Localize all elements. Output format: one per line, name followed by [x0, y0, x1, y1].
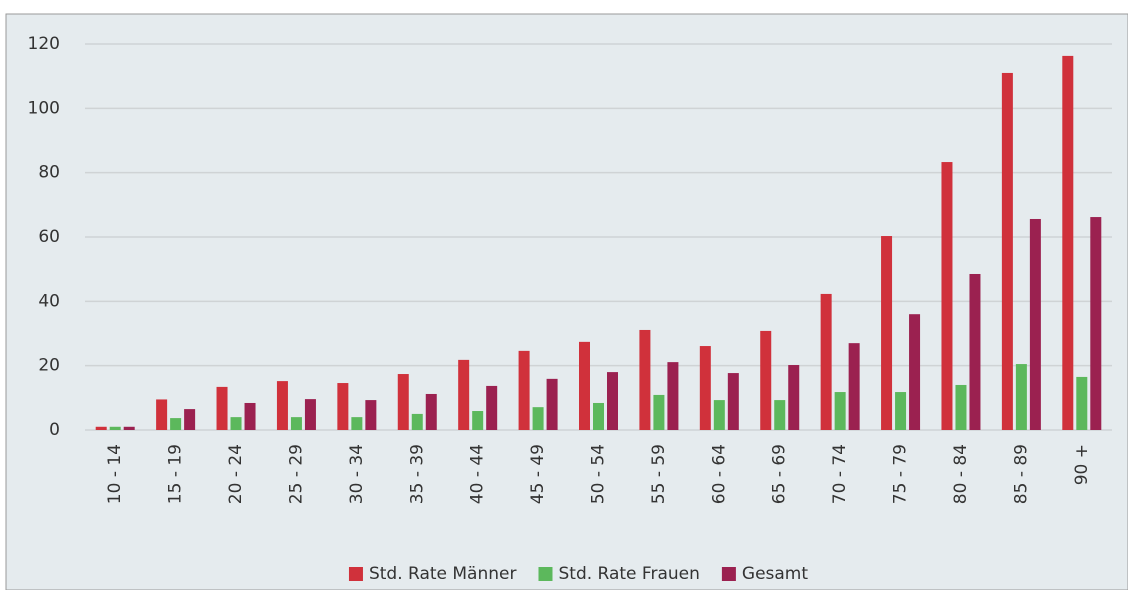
bar — [230, 417, 242, 430]
bar — [425, 393, 437, 430]
bar — [653, 394, 665, 430]
bar — [941, 162, 953, 430]
x-tick-label: 75 - 79 — [891, 444, 911, 504]
bar — [1015, 364, 1027, 430]
legend-label: Std. Rate Männer — [369, 564, 517, 584]
x-tick-label: 10 - 14 — [105, 444, 125, 504]
bar — [1090, 217, 1102, 430]
bar — [109, 426, 121, 430]
bar — [411, 413, 423, 430]
y-tick-label: 20 — [38, 356, 60, 376]
bar — [123, 426, 135, 430]
x-tick-label: 40 - 44 — [468, 444, 488, 504]
bar — [699, 346, 711, 430]
x-tick-label: 45 - 49 — [528, 444, 548, 504]
bar — [895, 392, 907, 430]
bar — [667, 362, 679, 430]
x-tick-label: 25 - 29 — [286, 444, 306, 504]
x-tick-label: 80 - 84 — [951, 444, 971, 504]
bar — [397, 374, 409, 430]
bar — [276, 381, 288, 430]
bar — [458, 359, 470, 430]
bar — [290, 417, 302, 430]
bar — [955, 384, 967, 430]
bar — [486, 385, 498, 430]
y-tick-label: 0 — [49, 420, 60, 440]
bar — [304, 399, 316, 430]
bar — [365, 400, 377, 430]
bar — [244, 402, 256, 430]
x-tick-label: 90 + — [1072, 444, 1092, 485]
x-tick-label: 70 - 74 — [830, 444, 850, 504]
bar — [546, 378, 558, 430]
bar — [579, 341, 590, 430]
x-tick-label: 60 - 64 — [709, 444, 729, 504]
bar — [1001, 72, 1013, 430]
legend-label: Gesamt — [742, 564, 808, 584]
bar — [472, 411, 484, 430]
bar — [848, 343, 860, 430]
y-tick-label: 80 — [38, 163, 60, 183]
bar — [184, 409, 196, 430]
bar — [1062, 55, 1074, 430]
bar — [881, 236, 893, 430]
x-tick-label: 20 - 24 — [226, 444, 246, 504]
legend-swatch — [721, 567, 736, 581]
bar — [156, 399, 168, 430]
bar — [593, 402, 604, 430]
y-tick-label: 60 — [38, 227, 60, 247]
legend-swatch — [538, 567, 553, 581]
x-tick-label: 85 - 89 — [1011, 444, 1031, 504]
legend-label: Std. Rate Frauen — [558, 564, 699, 584]
bar — [1076, 376, 1088, 430]
bar — [351, 417, 363, 430]
bar — [727, 373, 739, 430]
x-tick-label: 65 - 69 — [770, 444, 790, 504]
legend-swatch — [348, 567, 363, 581]
bar — [639, 329, 651, 430]
bar — [713, 400, 725, 430]
y-tick-label: 120 — [28, 34, 60, 54]
bar — [774, 400, 786, 430]
bar — [532, 407, 544, 430]
bar — [337, 383, 349, 430]
x-tick-label: 30 - 34 — [347, 444, 367, 504]
bar — [969, 273, 981, 430]
x-tick-label: 15 - 19 — [166, 444, 186, 504]
y-tick-label: 100 — [28, 98, 60, 118]
x-tick-label: 35 - 39 — [407, 444, 427, 504]
bar — [1029, 218, 1041, 430]
bar — [216, 386, 228, 430]
bar — [834, 392, 846, 430]
bar — [760, 330, 772, 430]
bar — [607, 372, 618, 430]
x-tick-label: 50 - 54 — [589, 444, 609, 504]
bar — [170, 418, 182, 430]
x-tick-label: 55 - 59 — [649, 444, 669, 504]
bar — [820, 293, 832, 430]
bar — [518, 350, 530, 430]
bar — [788, 365, 800, 430]
y-tick-label: 40 — [38, 291, 60, 311]
bar — [95, 426, 107, 430]
bar — [909, 314, 921, 430]
